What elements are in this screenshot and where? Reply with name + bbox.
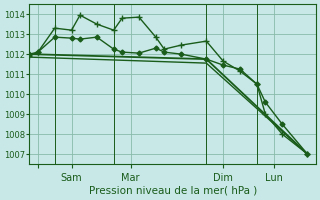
X-axis label: Pression niveau de la mer( hPa ): Pression niveau de la mer( hPa ) <box>89 186 257 196</box>
